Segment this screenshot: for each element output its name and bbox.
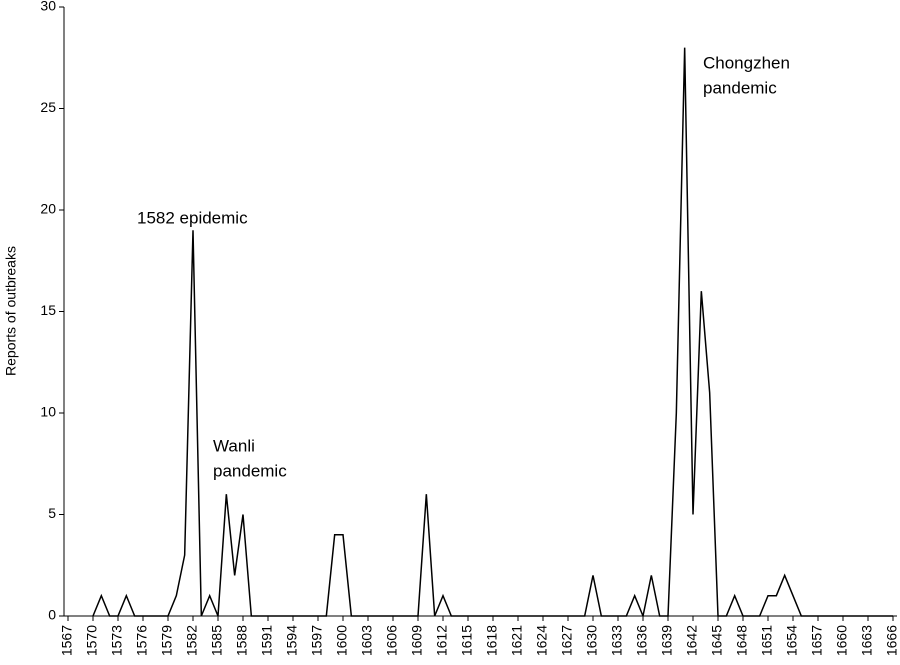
y-tick-label: 0 <box>48 607 56 623</box>
x-tick-label: 1567 <box>59 625 75 656</box>
x-tick-label: 1657 <box>809 625 825 656</box>
y-tick-label: 15 <box>40 302 56 318</box>
x-tick-label: 1648 <box>734 625 750 656</box>
x-tick-label: 1606 <box>384 625 400 656</box>
y-tick-label: 20 <box>40 201 56 217</box>
y-axis-label: Reports of outbreaks <box>3 246 19 376</box>
x-tick-label: 1573 <box>109 625 125 656</box>
x-tick-label: 1570 <box>84 625 100 656</box>
y-tick-label: 25 <box>40 99 56 115</box>
x-tick-label: 1609 <box>409 625 425 656</box>
y-tick-label: 30 <box>40 0 56 14</box>
x-tick-label: 1594 <box>284 625 300 656</box>
annotation: 1582 epidemic <box>137 208 248 227</box>
x-tick-label: 1651 <box>759 625 775 656</box>
x-tick-label: 1621 <box>509 625 525 656</box>
y-tick-label: 5 <box>48 505 56 521</box>
x-tick-label: 1624 <box>534 625 550 656</box>
annotation: Wanli <box>213 436 255 455</box>
y-tick-label: 10 <box>40 404 56 420</box>
x-tick-label: 1576 <box>134 625 150 656</box>
x-tick-label: 1630 <box>584 625 600 656</box>
annotation: Chongzhen <box>703 53 790 72</box>
x-tick-label: 1645 <box>709 625 725 656</box>
x-tick-label: 1627 <box>559 625 575 656</box>
x-tick-label: 1591 <box>259 625 275 656</box>
x-tick-label: 1639 <box>659 625 675 656</box>
x-tick-label: 1585 <box>209 625 225 656</box>
annotation: pandemic <box>213 461 287 480</box>
x-tick-label: 1615 <box>459 625 475 656</box>
x-tick-label: 1579 <box>159 625 175 656</box>
x-tick-label: 1660 <box>834 625 850 656</box>
x-tick-label: 1633 <box>609 625 625 656</box>
x-tick-label: 1642 <box>684 625 700 656</box>
x-tick-label: 1666 <box>884 625 900 656</box>
x-tick-label: 1600 <box>334 625 350 656</box>
x-tick-label: 1597 <box>309 625 325 656</box>
x-tick-label: 1636 <box>634 625 650 656</box>
annotation: pandemic <box>703 78 777 97</box>
x-tick-label: 1654 <box>784 625 800 656</box>
x-tick-label: 1588 <box>234 625 250 656</box>
x-tick-label: 1603 <box>359 625 375 656</box>
x-tick-label: 1618 <box>484 625 500 656</box>
data-line <box>92 47 893 619</box>
x-tick-label: 1612 <box>434 625 450 656</box>
x-tick-label: 1663 <box>859 625 875 656</box>
x-tick-label: 1582 <box>184 625 200 656</box>
